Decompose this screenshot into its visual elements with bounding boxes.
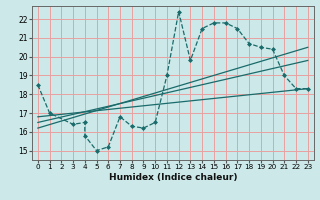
X-axis label: Humidex (Indice chaleur): Humidex (Indice chaleur) <box>108 173 237 182</box>
